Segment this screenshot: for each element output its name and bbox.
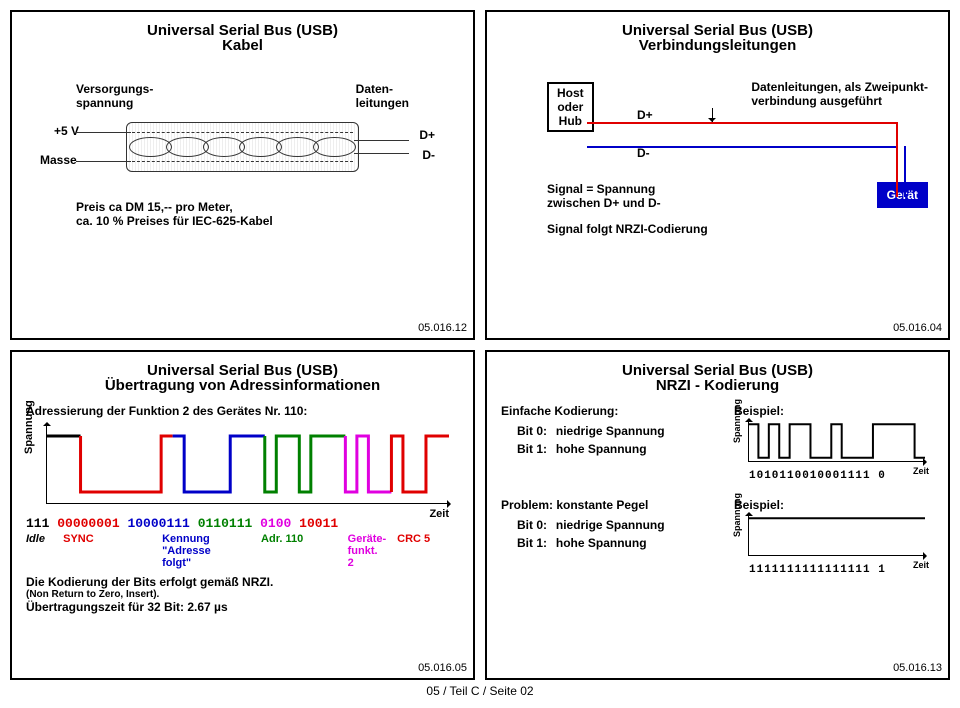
bits1: 1010110010001111 0: [749, 470, 934, 482]
bits-row: 111 00000001 10000111 0110111 0100 10011: [26, 516, 459, 531]
dp-text: D+: [637, 108, 653, 122]
label-dm: D-: [422, 148, 435, 162]
dp-line: [587, 122, 898, 124]
panel-nrzi: Universal Serial Bus (USB) NRZI - Kodier…: [485, 350, 950, 680]
p2-id: 05.016.04: [893, 322, 942, 334]
cable-drawing: [86, 122, 399, 172]
label-supply: Versorgungs- spannung: [76, 82, 153, 110]
label-mass: Masse: [40, 153, 77, 167]
p3-id: 05.016.05: [418, 662, 467, 674]
p4-subtitle: NRZI - Kodierung: [501, 377, 934, 394]
p1-subtitle: Kabel: [26, 37, 459, 54]
note2: (Non Return to Zero, Insert).: [26, 589, 459, 600]
p2-subtitle: Verbindungsleitungen: [501, 37, 934, 54]
device-box: Gerät: [877, 182, 928, 208]
price1: Preis ca DM 15,-- pro Meter,: [76, 200, 459, 214]
wave2: Spannung Zeit: [734, 512, 929, 564]
wave1: Spannung Zeit: [734, 418, 929, 470]
sig1: Signal = Spannung zwischen D+ und D-: [547, 182, 661, 210]
panel-addressing: Universal Serial Bus (USB) Übertragung v…: [10, 350, 475, 680]
page-footer: 05 / Teil C / Seite 02: [10, 684, 950, 698]
p4-id: 05.016.13: [893, 662, 942, 674]
panel-cable: Universal Serial Bus (USB) Kabel Versorg…: [10, 10, 475, 340]
ex1: Beispiel:: [734, 404, 934, 418]
dm-text: D-: [637, 146, 650, 160]
labels-row: IdleSYNCKennung "Adresse folgt"Adr. 110G…: [26, 533, 459, 569]
dm-line: [587, 146, 898, 148]
ex2: Beispiel:: [734, 498, 934, 512]
note3: Übertragungszeit für 32 Bit: 2.67 µs: [26, 600, 459, 614]
price2: ca. 10 % Preises für IEC-625-Kabel: [76, 214, 459, 228]
bits2: 1111111111111111 1: [749, 564, 934, 576]
simple: Einfache Kodierung:: [501, 404, 724, 418]
host-box: Host oder Hub: [547, 82, 594, 132]
addr-text: Adressierung der Funktion 2 des Gerätes …: [26, 404, 459, 418]
signal-plot: Spannung Zeit: [26, 424, 459, 514]
label-dp: D+: [419, 128, 435, 142]
label-datalines: Daten- leitungen: [356, 82, 409, 110]
sig2: Signal folgt NRZI-Codierung: [547, 222, 708, 236]
datanote: Datenleitungen, als Zweipunkt- verbindun…: [751, 80, 928, 108]
note1: Die Kodierung der Bits erfolgt gemäß NRZ…: [26, 575, 459, 589]
label-5v: +5 V: [54, 124, 79, 138]
p1-id: 05.016.12: [418, 322, 467, 334]
p3-subtitle: Übertragung von Adressinformationen: [26, 377, 459, 394]
problem: Problem: konstante Pegel: [501, 498, 724, 512]
panel-connections: Universal Serial Bus (USB) Verbindungsle…: [485, 10, 950, 340]
